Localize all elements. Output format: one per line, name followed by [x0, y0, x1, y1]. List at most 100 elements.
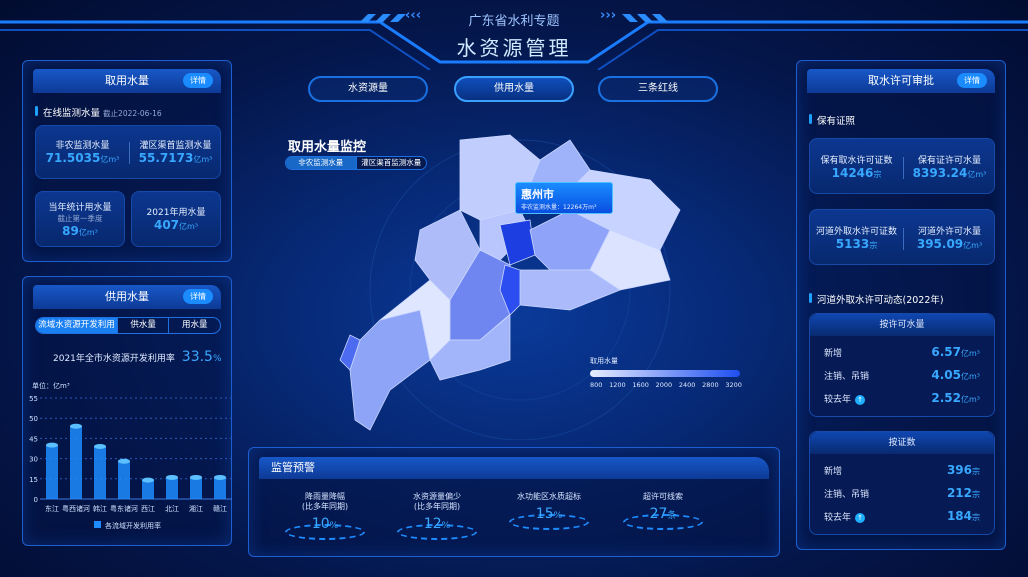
water-intake-panel: 取用水量 详情 在线监测水量 截止2022-06-16 非农监测水量 71.503… — [22, 60, 232, 262]
bar[interactable] — [70, 426, 82, 499]
bar[interactable] — [94, 446, 106, 499]
warning-item: 降雨量降幅 (比多年同期) 10% — [270, 492, 380, 540]
bar-top — [190, 474, 202, 480]
bar-top — [94, 443, 106, 449]
stat-row: 较去年 ↑ 184宗 — [824, 509, 980, 523]
header: ‹‹‹ ››› 广东省水利专题 水资源管理 — [0, 0, 1028, 70]
header-decoration — [0, 14, 1028, 70]
warning-item: 水功能区水质超标 15% — [494, 492, 604, 530]
tab-supply[interactable]: 供水量 — [118, 318, 170, 333]
ring-decoration — [509, 514, 589, 530]
section-title: 在线监测水量 截止2022-06-16 — [35, 105, 162, 119]
guangdong-map — [339, 134, 681, 440]
detail-button[interactable]: 详情 — [957, 73, 987, 88]
y-tick-label: 45 — [29, 435, 38, 443]
y-tick-label: 55 — [29, 395, 38, 403]
chart-tabs: 流域水资源开发利用 供水量 用水量 — [35, 317, 221, 334]
map-region — [499, 219, 536, 266]
x-tick-label: 粤东诸河 — [110, 504, 138, 513]
x-tick-label: 韩江 — [93, 504, 107, 513]
legend-gradient-bar — [590, 370, 740, 377]
x-tick-label: 赣江 — [213, 504, 227, 513]
map-toggle: 非农监测水量 灌区渠首监测水量 — [285, 156, 427, 170]
header-subtitle: 广东省水利专题 — [468, 14, 560, 29]
bar[interactable] — [46, 445, 58, 499]
detail-button[interactable]: 详情 — [183, 73, 213, 88]
y-tick-label: 15 — [29, 476, 38, 484]
map-region — [349, 309, 431, 431]
bar-top — [166, 474, 178, 480]
section-date: 截止2022-06-16 — [103, 109, 162, 118]
offstream-permit-card: 河道外取水许可证数 5133宗 河道外许可水量 395.09亿m³ — [809, 209, 995, 265]
tooltip-city: 惠州市 — [521, 188, 554, 201]
map-region — [589, 229, 671, 291]
tab-basin-utilization[interactable]: 流域水资源开发利用 — [36, 318, 118, 333]
tab-three-red-lines[interactable]: 三条红线 — [598, 76, 718, 102]
box-title: 按许可水量 — [810, 314, 994, 336]
supply-use-panel: 供用水量 详情 流域水资源开发利用 供水量 用水量 2021年全市水资源开发利用… — [22, 276, 232, 546]
x-tick-label: 西江 — [141, 505, 155, 513]
bar[interactable] — [214, 477, 226, 499]
bar-top — [214, 474, 226, 480]
warning-panel: 监管预警 — [248, 447, 780, 557]
stat-row: 新增 6.57亿m³ — [824, 345, 980, 359]
x-tick-label: 北江 — [165, 505, 179, 513]
legend-tick: 2000 — [655, 381, 673, 389]
section-title: 保有证照 — [809, 113, 855, 127]
map-region — [429, 314, 511, 381]
ring-decoration — [397, 524, 477, 540]
bar[interactable] — [166, 477, 178, 499]
map-region — [499, 264, 521, 316]
panel-title: 取用水量 — [105, 74, 149, 87]
y-tick-label: 50 — [29, 415, 38, 423]
legend-swatch — [94, 521, 101, 528]
warning-item: 超许可线索 27条 — [608, 492, 718, 530]
x-tick-label: 湘江 — [189, 504, 203, 513]
stat-row: 较去年 ↑ 2.52亿m³ — [824, 391, 980, 405]
x-tick-label: 东江 — [45, 504, 59, 513]
panel-title: 供用水量 — [105, 290, 149, 303]
arrows-right-icon: ››› — [600, 8, 617, 23]
legend-tick: 3200 — [725, 381, 742, 389]
y-axis-label: 单位：亿m³ — [32, 381, 70, 390]
arrows-left-icon: ‹‹‹ — [405, 8, 422, 23]
toggle-non-agri[interactable]: 非农监测水量 — [286, 157, 357, 169]
bar[interactable] — [142, 480, 154, 499]
x-tick-label: 粤西诸河 — [62, 504, 90, 513]
map-tooltip: 惠州市 非农监测水量：12264万m³ — [515, 182, 613, 214]
ring-decoration — [623, 514, 703, 530]
tab-water-supply-use[interactable]: 供用水量 — [454, 76, 574, 102]
section-title: 河道外取水许可动态(2022年) — [809, 292, 944, 306]
permit-panel: 取水许可审批 详情 保有证照 保有取水许可证数 14246宗 保有证许可水量 839… — [796, 60, 1006, 550]
permit-dynamics-box: 按证数 新增 396宗 注销、吊销 212宗 较去年 ↑ 184宗 — [809, 431, 995, 535]
toggle-irrigation[interactable]: 灌区渠首监测水量 — [356, 157, 426, 169]
bar[interactable] — [118, 461, 130, 499]
monitoring-card: 非农监测水量 71.5035亿m³ 灌区渠首监测水量 55.7173亿m³ — [35, 125, 221, 179]
map-title: 取用水量监控 — [288, 140, 367, 155]
box-title: 按证数 — [810, 432, 994, 454]
panel-title: 取水许可审批 — [868, 74, 934, 87]
bar-top — [142, 477, 154, 483]
page-title: 水资源管理 — [456, 36, 572, 60]
permit-card: 保有取水许可证数 14246宗 保有证许可水量 8393.24亿m³ — [809, 138, 995, 194]
legend-tick: 2400 — [678, 381, 696, 389]
detail-button[interactable]: 详情 — [183, 289, 213, 304]
utilization-rate: 2021年全市水资源开发利用率 33.5% — [53, 349, 222, 365]
legend-label: 各流域开发利用率 — [105, 521, 161, 530]
map-legend: 取用水量 800 1200 1600 2000 2400 2800 3200 — [590, 357, 742, 389]
bar[interactable] — [190, 477, 202, 499]
legend-tick: 1600 — [632, 381, 649, 389]
legend-tick: 800 — [590, 381, 603, 389]
permit-dynamics-box: 按许可水量 新增 6.57亿m³ 注销、吊销 4.05亿m³ 较去年 ↑ 2.52亿m³ — [809, 313, 995, 417]
tab-water-resources[interactable]: 水资源量 — [308, 76, 428, 102]
bar-top — [70, 423, 82, 429]
y-tick-label: 0 — [34, 496, 38, 504]
arrow-up-icon: ↑ — [855, 395, 866, 405]
bar-top — [118, 458, 130, 464]
y-tick-label: 30 — [29, 456, 38, 464]
year-2021-card: 2021年用水量 407亿m³ — [131, 191, 221, 247]
basin-bar-chart: 单位：亿m³ 0 15 30 45 50 55 东江 粤西诸河 韩江 粤东诸河 西江 北江 湘江 赣江各流域… — [29, 381, 232, 530]
tab-use[interactable]: 用水量 — [181, 320, 208, 330]
legend-tick: 1200 — [609, 381, 626, 389]
ring-decoration — [285, 524, 365, 540]
